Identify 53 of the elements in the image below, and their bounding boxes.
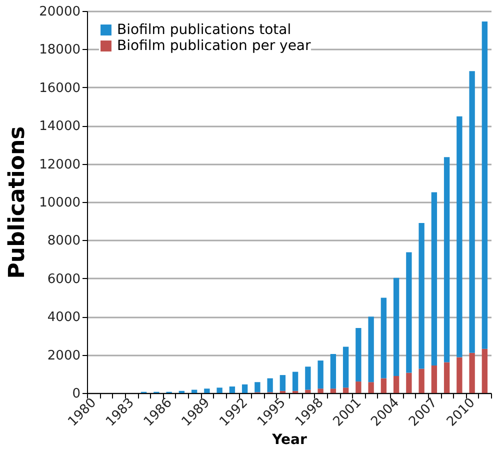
bar (318, 388, 324, 393)
bar (342, 346, 349, 388)
bar (482, 22, 488, 349)
y-axis-title: Publications (5, 126, 30, 279)
y-tick-label: 18000 (39, 42, 80, 58)
bar (342, 388, 349, 393)
bar (469, 71, 475, 353)
y-tick-label: 14000 (39, 119, 80, 134)
y-tick-label: 10000 (39, 196, 80, 210)
bar (482, 348, 488, 393)
bar (444, 362, 450, 393)
bar (356, 382, 362, 393)
bar (431, 365, 438, 393)
bar (469, 352, 475, 393)
y-tick-label: 8000 (47, 234, 80, 249)
bar (406, 372, 412, 393)
bar (292, 372, 298, 391)
bar (418, 368, 424, 393)
bar (318, 360, 324, 389)
y-tick-label: 6000 (47, 272, 80, 287)
bar (444, 157, 450, 362)
y-tick-label: 4000 (47, 310, 80, 326)
bar (356, 328, 362, 382)
bar (368, 382, 374, 393)
y-tick-label: 12000 (39, 157, 80, 172)
bar (456, 357, 462, 393)
bar (280, 375, 286, 391)
bar (305, 366, 311, 390)
bar (267, 378, 273, 392)
y-tick-label: 20000 (39, 4, 80, 20)
bar (431, 192, 438, 366)
bar (418, 223, 424, 369)
y-tick-label: 0 (72, 386, 80, 402)
bar (380, 298, 387, 378)
bar (456, 116, 462, 358)
bar (229, 386, 236, 393)
bar (204, 388, 210, 393)
bar (380, 378, 387, 393)
bar (393, 278, 400, 376)
bar (393, 376, 400, 393)
bar (216, 388, 222, 393)
bar (368, 316, 374, 382)
bar (330, 388, 336, 393)
bar (305, 390, 311, 393)
y-tick-label: 2000 (47, 348, 80, 364)
bar (406, 252, 412, 373)
bar (254, 382, 260, 392)
bar (242, 384, 248, 393)
legend-label: Biofilm publication per year (117, 38, 312, 54)
legend-label: Biofilm publications total (117, 22, 292, 38)
y-tick-label: 16000 (39, 80, 80, 96)
bar (330, 354, 336, 389)
x-axis-title: Year (271, 432, 307, 448)
